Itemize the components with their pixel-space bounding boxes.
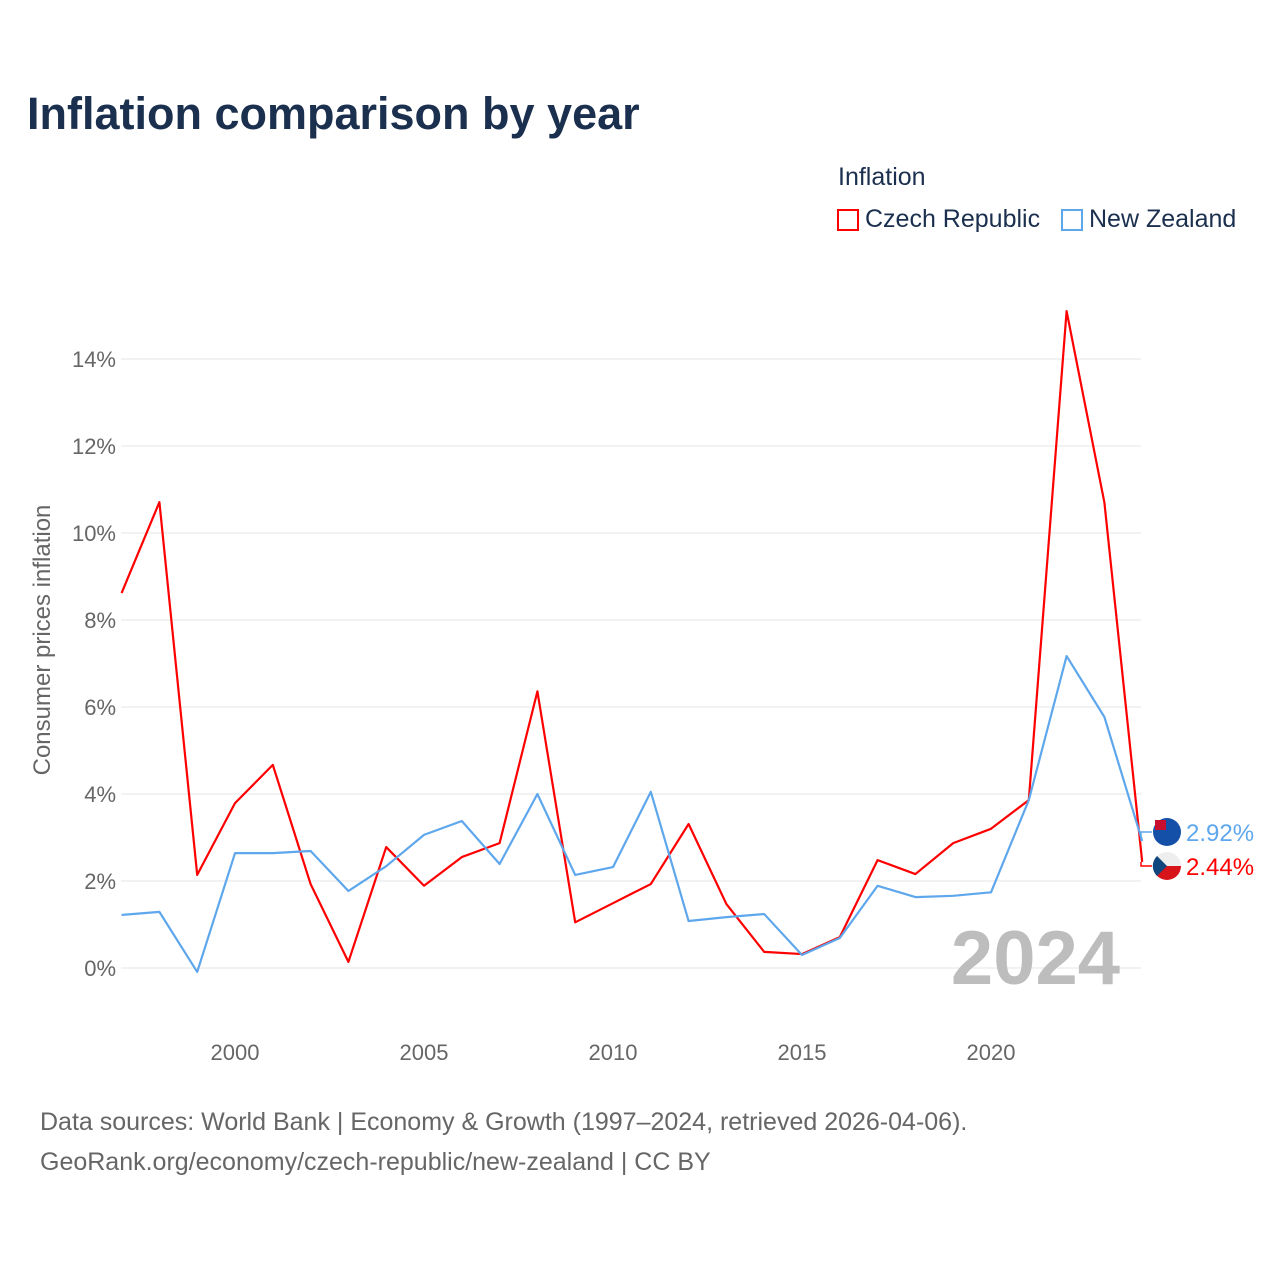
source-link[interactable]: GeoRank.org/economy/czech-republic/new-z… [40, 1148, 711, 1176]
y-tick-label: 14% [72, 347, 116, 372]
y-tick-label: 2% [84, 869, 116, 894]
flag-union-jack [1155, 820, 1166, 830]
legend-title: Inflation [838, 163, 926, 191]
series-line-new-zealand [121, 655, 1144, 974]
y-tick-label: 0% [84, 956, 116, 981]
y-tick-label: 8% [84, 608, 116, 633]
y-tick-label: 6% [84, 695, 116, 720]
legend-label: Czech Republic [865, 205, 1041, 233]
y-tick-label: 10% [72, 521, 116, 546]
series-line-czech-republic [120, 310, 1144, 964]
legend-swatch-czech [837, 208, 859, 231]
legend-swatch-nz [1061, 208, 1083, 231]
end-value-label: 2.44% [1186, 854, 1254, 881]
end-value-label: 2.92% [1186, 820, 1254, 847]
end-label-connector [1140, 861, 1152, 867]
year-watermark: 2024 [951, 916, 1120, 1001]
legend-item-new-zealand[interactable]: New Zealand [1061, 205, 1236, 234]
source-text: Data sources: World Bank | Economy & Gro… [40, 1108, 968, 1136]
end-label-connector [1140, 831, 1152, 841]
flag-triangle [1152, 856, 1167, 876]
x-tick-label: 2010 [589, 1040, 638, 1065]
y-axis-label: Consumer prices inflation [29, 505, 56, 776]
y-tick-label: 12% [72, 434, 116, 459]
legend-item-czech-republic[interactable]: Czech Republic [837, 205, 1040, 234]
x-tick-label: 2000 [211, 1040, 260, 1065]
chart-title: Inflation comparison by year [27, 88, 640, 139]
legend-label: New Zealand [1089, 205, 1237, 233]
x-tick-label: 2005 [400, 1040, 449, 1065]
y-tick-label: 4% [84, 782, 116, 807]
x-tick-label: 2020 [967, 1040, 1016, 1065]
x-tick-label: 2015 [778, 1040, 827, 1065]
